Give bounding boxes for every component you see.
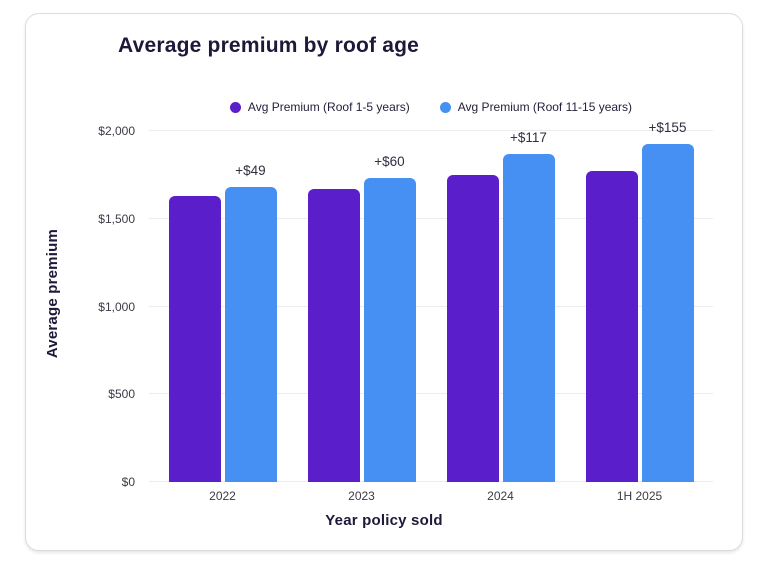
bar-groups: +$49 2022 +$60 2023 +$117 2024 +$155 1H 2025 — [149, 120, 713, 503]
x-tick-label: 2024 — [487, 489, 514, 503]
y-tick-label: $2,000 — [98, 124, 135, 138]
bar — [585, 171, 638, 482]
bar-group-2023: +$60 2023 — [307, 131, 416, 503]
bar-group-2022: +$49 2022 — [168, 131, 277, 503]
gridline — [149, 393, 713, 395]
y-tick-label: $0 — [121, 475, 135, 489]
legend-label: Avg Premium (Roof 1-5 years) — [247, 100, 410, 114]
y-tick-label: $1,500 — [98, 211, 135, 226]
gridline — [149, 130, 713, 131]
legend-item: Avg Premium (Roof 1-5 years) — [229, 100, 410, 114]
x-tick-label: 1H 2025 — [616, 489, 663, 503]
bar — [363, 178, 416, 482]
chart-title: Average premium by roof age — [118, 34, 420, 57]
bar-group-2024: +$117 2024 — [446, 130, 555, 503]
delta-annotation: +$155 — [648, 119, 687, 135]
delta-annotation: +$49 — [235, 163, 266, 179]
legend-dot-icon — [229, 101, 241, 113]
legend-item: Avg Premium (Roof 11-15 years) — [439, 100, 633, 114]
chart-legend: Avg Premium (Roof 1-5 years) Avg Premium … — [149, 100, 713, 114]
x-tick-label: 2023 — [348, 489, 375, 503]
chart-card: Average premium by roof age Avg Premium … — [25, 13, 743, 551]
plot-area: +$49 2022 +$60 2023 +$117 2024 +$155 1H 2025 — [149, 120, 713, 503]
x-axis-title: Year policy sold — [325, 512, 443, 529]
delta-annotation: +$117 — [510, 130, 547, 145]
bar — [307, 188, 360, 482]
bar — [502, 154, 555, 482]
y-tick-label: $1,000 — [98, 299, 135, 314]
gridline — [149, 481, 713, 482]
y-axis-ticks: $2,000 $1,500 $1,000 $500 $0 — [26, 124, 141, 489]
y-tick-label: $500 — [108, 387, 135, 402]
legend-dot-icon — [439, 101, 451, 113]
bar — [224, 187, 277, 482]
x-tick-label: 2022 — [209, 489, 236, 503]
bar — [168, 195, 221, 482]
gridline — [149, 305, 713, 307]
bar — [446, 174, 499, 482]
gridline — [149, 217, 713, 219]
bar — [641, 143, 694, 482]
legend-label: Avg Premium (Roof 11-15 years) — [457, 100, 633, 114]
delta-annotation: +$60 — [374, 154, 405, 170]
bar-group-1h-2025: +$155 1H 2025 — [585, 120, 694, 503]
